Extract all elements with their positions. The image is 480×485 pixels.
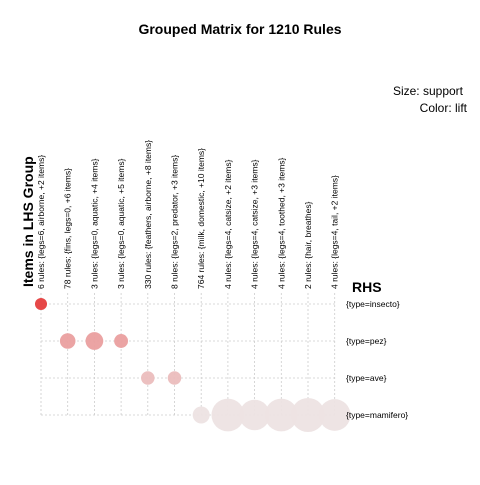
lhs-group-label: 2 rules: {hair, breathes} <box>303 201 313 289</box>
rhs-label: {type=ave} <box>346 373 387 383</box>
y-axis-title: Items in LHS Group <box>20 156 36 287</box>
rule-group-bubble <box>291 398 325 432</box>
lhs-group-label: 6 rules: {legs=6, airborne, +2 items} <box>36 155 46 289</box>
rule-group-bubble <box>59 333 76 349</box>
rule-group-bubble <box>211 398 245 432</box>
lhs-group-label: 3 rules: {legs=0, aquatic, +4 items} <box>89 158 99 289</box>
rule-group-bubble <box>34 297 48 311</box>
legend-size-label: Size: support <box>393 84 464 98</box>
lhs-group-label: 3 rules: {legs=0, aquatic, +5 items} <box>116 158 126 289</box>
lhs-group-label: 8 rules: {legs=2, predator, +3 items} <box>170 155 180 289</box>
rule-group-bubble <box>141 371 155 385</box>
lhs-group-label: 4 rules: {legs=4, toothed, +3 items} <box>276 157 286 289</box>
rule-group-bubble <box>167 371 182 385</box>
rule-group-bubble <box>318 399 351 431</box>
lhs-group-labels: 6 rules: {legs=6, airborne, +2 items} 78 … <box>36 140 340 289</box>
lhs-group-label: 4 rules: {legs=4, tail, +2 items} <box>330 175 340 289</box>
rhs-axis-title: RHS <box>352 279 382 295</box>
rhs-label: {type=pez} <box>346 336 387 346</box>
rule-group-bubble <box>239 399 270 431</box>
rhs-label: {type=mamifero} <box>346 410 408 420</box>
rule-group-bubble <box>192 406 210 424</box>
rule-group-bubble <box>114 334 129 348</box>
lhs-group-label: 4 rules: {legs=4, catsize, +3 items} <box>250 159 260 289</box>
rhs-labels: {type=insecto} {type=pez} {type=ave} {type=… <box>346 299 408 420</box>
rule-group-bubble <box>85 332 104 350</box>
point-layer <box>34 297 351 432</box>
lhs-group-label: 764 rules: {milk, domestic, +10 items} <box>196 148 206 289</box>
lhs-group-label: 78 rules: {fins, legs=0, +6 items} <box>63 168 73 289</box>
legend-color-label: Color: lift <box>420 101 468 115</box>
chart-title: Grouped Matrix for 1210 Rules <box>138 21 341 37</box>
lhs-group-label: 330 rules: {feathers, airborne, +8 items… <box>143 140 153 289</box>
lhs-group-label: 4 rules: {legs=4, catsize, +2 items} <box>223 159 233 289</box>
rule-group-bubble <box>264 398 298 432</box>
rhs-label: {type=insecto} <box>346 299 400 309</box>
grid-layer <box>40 293 336 416</box>
